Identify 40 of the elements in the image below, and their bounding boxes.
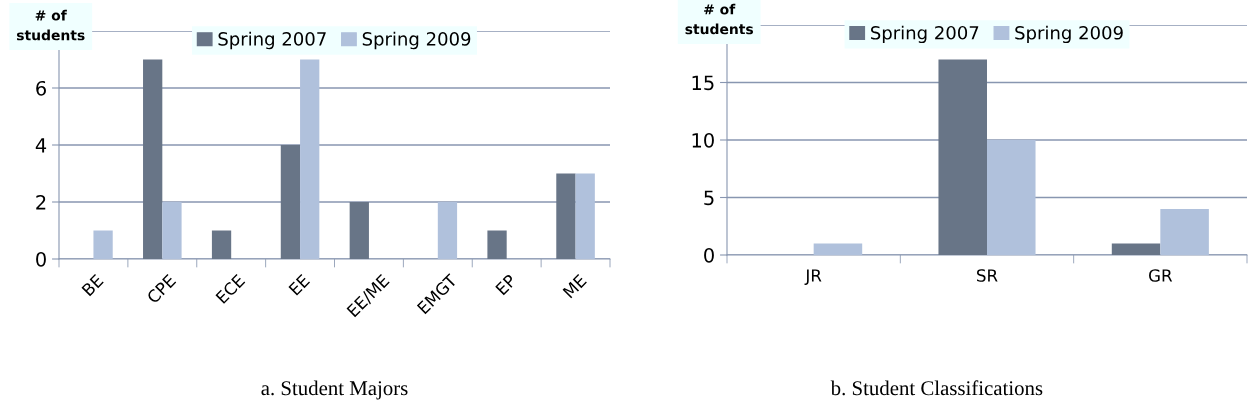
- x-tick-label: EE: [288, 274, 311, 296]
- bar: [487, 230, 507, 259]
- y-tick-label: 5: [704, 190, 714, 206]
- y-axis-title: # of students: [685, 3, 754, 35]
- x-tick-label: ME: [562, 274, 587, 299]
- x-tick-label: JR: [804, 269, 822, 285]
- bar: [349, 202, 369, 259]
- bar: [987, 140, 1036, 255]
- bar: [143, 59, 163, 259]
- text: a. Student Majors: [261, 380, 408, 400]
- y-tick-label: 4: [35, 138, 47, 153]
- legend-label: Spring 2009: [1015, 25, 1123, 44]
- bar: [300, 59, 320, 259]
- x-tick-label: GR: [1149, 269, 1173, 282]
- y-tick-label: 10: [692, 132, 714, 148]
- x-tick-label: CPE: [146, 273, 177, 305]
- bar: [93, 230, 113, 259]
- y-tick-label: 15: [692, 75, 714, 91]
- bar: [211, 230, 232, 259]
- text: b. Student Classifications: [830, 380, 1043, 396]
- legend-label: Spring 2007: [218, 31, 326, 50]
- x-tick-label: EP: [495, 273, 517, 296]
- y-tick-label: 2: [36, 194, 46, 210]
- bar: [437, 202, 458, 259]
- y-tick-label: 0: [704, 247, 714, 263]
- y-tick-label: 6: [36, 80, 46, 96]
- bar: [1111, 243, 1161, 255]
- legend-label: Spring 2007: [871, 25, 979, 44]
- bar: [556, 173, 576, 259]
- y-axis-title: # of students: [16, 9, 85, 41]
- bar: [813, 243, 863, 255]
- bar: [575, 173, 595, 259]
- x-tick-label: SR: [977, 269, 998, 282]
- legend-label: Spring 2009: [362, 31, 471, 50]
- y-tick-label: 0: [36, 251, 46, 267]
- bar: [1160, 209, 1209, 255]
- bar: [162, 202, 182, 259]
- bar: [280, 145, 301, 259]
- bar: [938, 59, 987, 255]
- x-tick-label: BE: [81, 274, 104, 297]
